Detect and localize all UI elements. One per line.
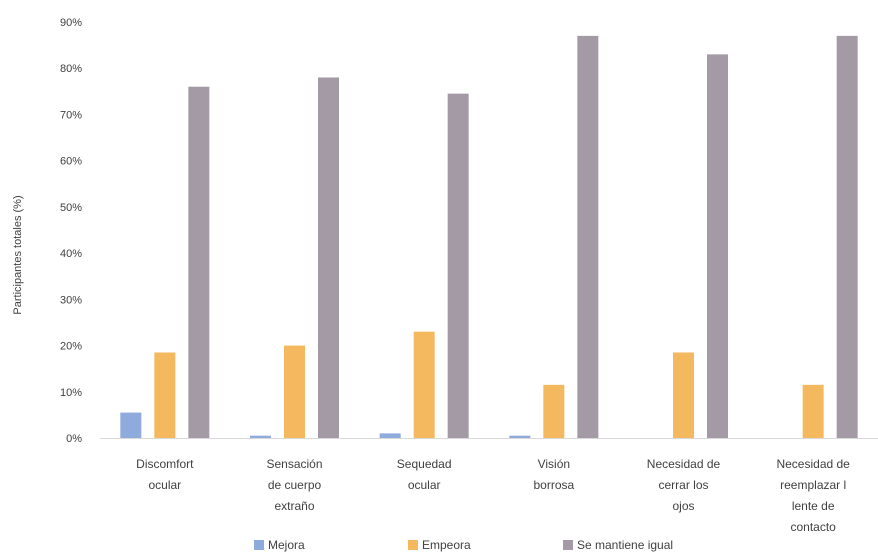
bar-mejora <box>250 435 271 438</box>
x-category-label-line: contacto <box>790 520 836 534</box>
x-category-label-line: Discomfort <box>136 457 194 471</box>
legend-item: Mejora <box>254 538 305 552</box>
x-category-label: Sequedad ocular <box>397 457 452 492</box>
x-category-label: Necesidad de cerrar los ojos <box>647 457 721 513</box>
bar-mejora <box>379 433 401 438</box>
y-tick-label: 60% <box>60 156 82 168</box>
x-category-label-line: Necesidad de <box>647 457 721 471</box>
bar-se-mantiene-igual <box>836 35 858 438</box>
x-category-label-line: de cuerpo <box>268 478 322 492</box>
x-category-label-line: ojos <box>672 499 694 513</box>
legend-item: Se mantiene igual <box>563 538 673 552</box>
bar-empeora <box>413 331 435 438</box>
legend-item: Empeora <box>408 538 471 552</box>
y-tick-label: 80% <box>60 63 82 75</box>
legend-swatch <box>563 540 573 550</box>
legend: Mejora Empeora Se mantiene igual <box>0 538 878 558</box>
x-category-label: Necesidad de reemplazar l lente de contacto <box>776 457 850 534</box>
y-tick-label: 90% <box>60 17 82 29</box>
x-category-label-line: Sequedad <box>397 457 452 471</box>
y-tick-label: 30% <box>60 294 82 306</box>
x-category-label-line: Necesidad de <box>776 457 850 471</box>
y-tick-label: 70% <box>60 109 82 121</box>
x-category-label: Discomfort ocular <box>136 457 194 492</box>
bar-empeora <box>673 352 694 438</box>
y-tick-label: 40% <box>60 248 82 260</box>
x-category-label-line: ocular <box>148 478 181 492</box>
bar-mejora <box>509 435 531 438</box>
y-tick-label: 0% <box>66 433 82 445</box>
x-category-label-line: lente de <box>792 499 835 513</box>
legend-swatch <box>408 540 418 550</box>
bar-empeora <box>543 384 565 438</box>
legend-label: Empeora <box>422 538 471 552</box>
bar-empeora <box>802 384 824 438</box>
x-category-label-line: reemplazar l <box>780 478 846 492</box>
x-category-label-line: Visión <box>538 457 570 471</box>
bar-mejora <box>120 412 142 438</box>
bar-se-mantiene-igual <box>577 35 599 438</box>
y-axis-label: Participantes totales (%) <box>12 195 24 314</box>
bar-se-mantiene-igual <box>707 54 728 438</box>
x-category-label-line: ocular <box>408 478 441 492</box>
bar-empeora <box>154 352 176 438</box>
bar-se-mantiene-igual <box>447 93 469 439</box>
legend-label: Se mantiene igual <box>577 538 674 552</box>
x-category-label-line: cerrar los <box>658 478 708 492</box>
x-category-label-line: Sensación <box>266 457 322 471</box>
bar-empeora <box>284 345 305 438</box>
bar-se-mantiene-igual <box>318 77 339 438</box>
x-category-label-line: extraño <box>274 499 314 513</box>
legend-label: Mejora <box>268 538 305 552</box>
legend-swatch <box>254 540 264 550</box>
bar-se-mantiene-igual <box>188 86 210 438</box>
y-tick-label: 10% <box>60 387 82 399</box>
x-category-label: Visión borrosa <box>533 457 574 492</box>
x-category-label-line: borrosa <box>533 478 574 492</box>
x-category-label: Sensación de cuerpo extraño <box>266 457 322 513</box>
bar-chart: Participantes totales (%) 0% 10% 20% 30% 40%… <box>12 17 878 534</box>
y-tick-label: 50% <box>60 202 82 214</box>
y-tick-label: 20% <box>60 341 82 353</box>
